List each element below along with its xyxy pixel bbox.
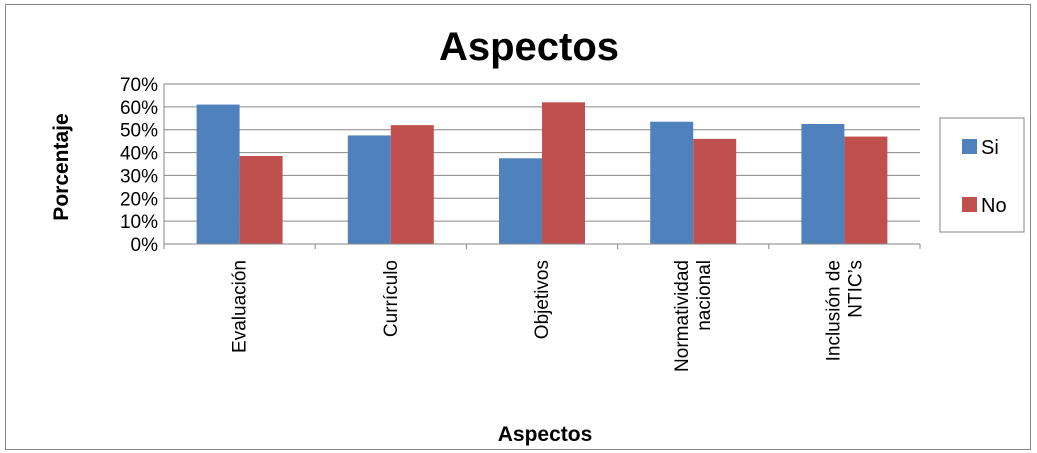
- y-tick-label: 10%: [120, 212, 158, 233]
- y-tick-labels: 0%10%20%30%40%50%60%70%: [120, 75, 158, 256]
- legend-label-no: No: [981, 195, 1007, 217]
- bar-no: [239, 156, 283, 244]
- bar-si: [347, 135, 391, 244]
- x-category-label: Objetivos: [532, 260, 553, 339]
- legend-label-si: Si: [981, 137, 999, 159]
- y-tick-label: 50%: [120, 121, 158, 142]
- x-axis-title: Aspectos: [498, 423, 593, 446]
- y-tick-label: 20%: [120, 189, 158, 210]
- x-category-label: Normatividadnacional: [672, 260, 715, 372]
- x-category-label: Currículo: [381, 260, 402, 337]
- x-category-label-line: Inclusión de: [823, 260, 844, 361]
- bar-si: [650, 121, 694, 244]
- x-category-labels: Evaluación Currículo Objetivos Normatividad…: [230, 260, 867, 372]
- y-tick-label: 60%: [120, 98, 158, 119]
- x-category-label-line: Currículo: [381, 260, 402, 337]
- chart-title: Aspectos: [439, 25, 619, 69]
- bar-si: [499, 158, 542, 244]
- bar-si: [801, 124, 845, 244]
- axes: [163, 84, 921, 249]
- x-category-label-line: Objetivos: [532, 260, 553, 339]
- bar-no: [844, 136, 888, 244]
- x-category-label: Inclusión deNTIC’s: [823, 260, 866, 361]
- bar-no: [390, 125, 434, 244]
- x-category-label-line: Normatividad: [672, 260, 693, 372]
- y-tick-label: 40%: [120, 144, 158, 165]
- y-tick-label: 70%: [120, 75, 158, 96]
- bar-no: [693, 138, 737, 244]
- x-category-label: Evaluación: [230, 260, 251, 353]
- legend: Si No: [939, 117, 1025, 233]
- y-tick-label: 0%: [131, 235, 159, 256]
- x-category-label-line: Evaluación: [230, 260, 251, 353]
- x-category-label-line: NTIC’s: [845, 260, 866, 318]
- bars: [196, 102, 888, 245]
- x-category-label-line: nacional: [694, 260, 715, 331]
- legend-swatch-no: [962, 197, 977, 212]
- bar-si: [196, 104, 240, 244]
- y-tick-label: 30%: [120, 166, 158, 187]
- bar-no: [542, 102, 585, 245]
- legend-swatch-si: [962, 139, 977, 154]
- y-axis-title: Porcentaje: [50, 113, 73, 220]
